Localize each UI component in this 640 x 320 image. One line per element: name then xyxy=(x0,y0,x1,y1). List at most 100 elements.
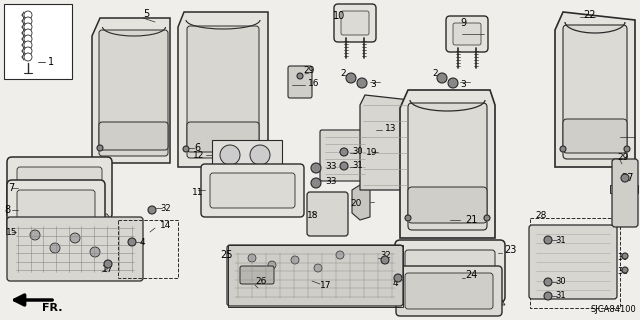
Bar xyxy=(320,130,370,180)
Text: 33: 33 xyxy=(325,162,337,171)
FancyBboxPatch shape xyxy=(99,122,168,150)
Text: 31: 31 xyxy=(617,268,628,276)
FancyBboxPatch shape xyxy=(563,25,627,159)
Circle shape xyxy=(544,278,552,286)
Text: 14: 14 xyxy=(160,220,172,229)
Text: 4: 4 xyxy=(393,278,399,287)
Circle shape xyxy=(268,261,276,269)
FancyBboxPatch shape xyxy=(446,16,488,52)
Text: FR.: FR. xyxy=(42,303,63,313)
Circle shape xyxy=(248,254,256,262)
Circle shape xyxy=(97,145,103,151)
Text: 16: 16 xyxy=(308,78,319,87)
FancyBboxPatch shape xyxy=(7,180,105,238)
Circle shape xyxy=(381,256,389,264)
Polygon shape xyxy=(555,12,635,167)
FancyBboxPatch shape xyxy=(7,157,112,219)
Circle shape xyxy=(297,73,303,79)
Bar xyxy=(530,218,620,308)
Text: 4: 4 xyxy=(140,237,146,246)
Text: 12: 12 xyxy=(193,150,204,159)
Circle shape xyxy=(24,41,32,49)
FancyBboxPatch shape xyxy=(201,164,304,217)
Circle shape xyxy=(24,17,32,25)
Circle shape xyxy=(90,247,100,257)
FancyBboxPatch shape xyxy=(7,217,143,281)
Text: SJCA84100: SJCA84100 xyxy=(590,305,636,314)
FancyBboxPatch shape xyxy=(227,245,403,306)
Circle shape xyxy=(220,145,240,165)
Circle shape xyxy=(621,174,629,182)
Text: 1: 1 xyxy=(48,57,54,67)
Text: 3: 3 xyxy=(370,79,376,89)
Circle shape xyxy=(437,73,447,83)
Circle shape xyxy=(357,78,367,88)
FancyBboxPatch shape xyxy=(17,167,102,209)
Text: 2: 2 xyxy=(340,68,346,77)
Circle shape xyxy=(314,264,322,272)
Circle shape xyxy=(250,145,270,165)
Bar xyxy=(212,140,282,170)
Circle shape xyxy=(622,253,628,259)
Polygon shape xyxy=(400,90,495,238)
Text: 9: 9 xyxy=(460,18,466,28)
Circle shape xyxy=(128,238,136,246)
Text: 20: 20 xyxy=(350,198,362,207)
Text: 30: 30 xyxy=(352,147,363,156)
FancyBboxPatch shape xyxy=(99,30,168,156)
FancyBboxPatch shape xyxy=(210,173,295,208)
Circle shape xyxy=(340,148,348,156)
FancyBboxPatch shape xyxy=(307,192,348,236)
Polygon shape xyxy=(400,297,505,305)
FancyBboxPatch shape xyxy=(320,130,370,181)
Text: 31: 31 xyxy=(352,161,363,170)
Circle shape xyxy=(104,260,112,268)
Circle shape xyxy=(346,73,356,83)
Text: 25: 25 xyxy=(220,250,232,260)
Polygon shape xyxy=(92,18,170,163)
FancyBboxPatch shape xyxy=(408,187,487,223)
Text: 5: 5 xyxy=(143,9,149,19)
Bar xyxy=(118,220,178,278)
Polygon shape xyxy=(360,95,410,190)
Circle shape xyxy=(183,146,189,152)
Text: 13: 13 xyxy=(385,124,397,132)
Text: 30: 30 xyxy=(617,253,628,262)
Text: 6: 6 xyxy=(194,143,200,153)
Circle shape xyxy=(24,53,32,61)
Text: 15: 15 xyxy=(6,228,17,236)
Circle shape xyxy=(24,23,32,31)
FancyBboxPatch shape xyxy=(563,119,627,153)
FancyBboxPatch shape xyxy=(187,26,259,158)
Circle shape xyxy=(291,256,299,264)
Text: 17: 17 xyxy=(320,282,332,291)
Text: 29: 29 xyxy=(617,153,628,162)
FancyBboxPatch shape xyxy=(395,240,505,302)
Circle shape xyxy=(30,230,40,240)
FancyBboxPatch shape xyxy=(405,250,495,292)
Text: 2: 2 xyxy=(432,68,438,77)
Circle shape xyxy=(70,233,80,243)
Text: 26: 26 xyxy=(255,276,266,285)
Circle shape xyxy=(405,215,411,221)
Circle shape xyxy=(394,274,402,282)
Text: 31: 31 xyxy=(555,292,566,300)
Circle shape xyxy=(448,78,458,88)
Text: 24: 24 xyxy=(465,270,477,280)
Bar xyxy=(610,185,638,193)
FancyBboxPatch shape xyxy=(612,159,638,227)
Circle shape xyxy=(544,236,552,244)
Text: 31: 31 xyxy=(555,236,566,244)
FancyBboxPatch shape xyxy=(334,4,376,42)
Text: 19: 19 xyxy=(366,148,378,156)
Circle shape xyxy=(50,243,60,253)
Text: 29: 29 xyxy=(303,66,314,75)
Circle shape xyxy=(560,146,566,152)
Bar xyxy=(4,4,72,79)
Text: 3: 3 xyxy=(460,79,466,89)
Circle shape xyxy=(148,206,156,214)
Bar xyxy=(228,245,403,307)
Text: 7: 7 xyxy=(8,183,14,193)
Text: 32: 32 xyxy=(160,204,171,212)
Text: 11: 11 xyxy=(192,188,204,196)
